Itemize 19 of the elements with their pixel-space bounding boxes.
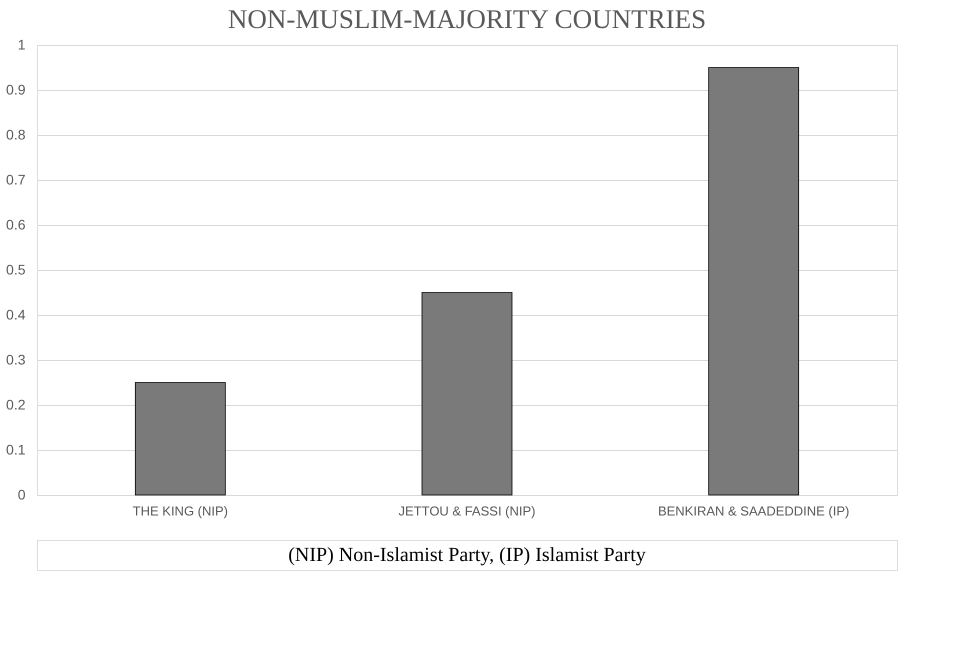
bar bbox=[422, 292, 512, 496]
y-tick-label: 0.8 bbox=[6, 126, 26, 142]
bar bbox=[708, 67, 800, 496]
y-tick-label: 0.6 bbox=[6, 216, 26, 232]
text: (NIP) Non-Islamist Party, (IP) Islamist Party bbox=[288, 544, 646, 566]
y-tick-label: 0.9 bbox=[6, 82, 26, 98]
y-tick-label: 0.2 bbox=[6, 396, 26, 412]
y-tick-label: 0 bbox=[18, 486, 26, 502]
y-tick-label: 0.1 bbox=[6, 442, 26, 458]
x-tick-label: BENKIRAN & SAADEDDINE (IP) bbox=[658, 504, 850, 518]
y-tick-label: 0.5 bbox=[6, 262, 26, 278]
bar bbox=[134, 382, 226, 496]
x-tick-label: JETTOU & FASSI (NIP) bbox=[398, 504, 536, 518]
chart-title: NON-MUSLIM-MAJORITY COUNTRIES bbox=[228, 4, 706, 34]
y-tick-label: 0.4 bbox=[6, 306, 26, 322]
y-tick-label: 0.3 bbox=[6, 352, 26, 368]
x-tick-label: THE KING (NIP) bbox=[132, 504, 228, 518]
y-tick-label: 1 bbox=[18, 36, 26, 52]
y-tick-label: 0.7 bbox=[6, 172, 26, 188]
